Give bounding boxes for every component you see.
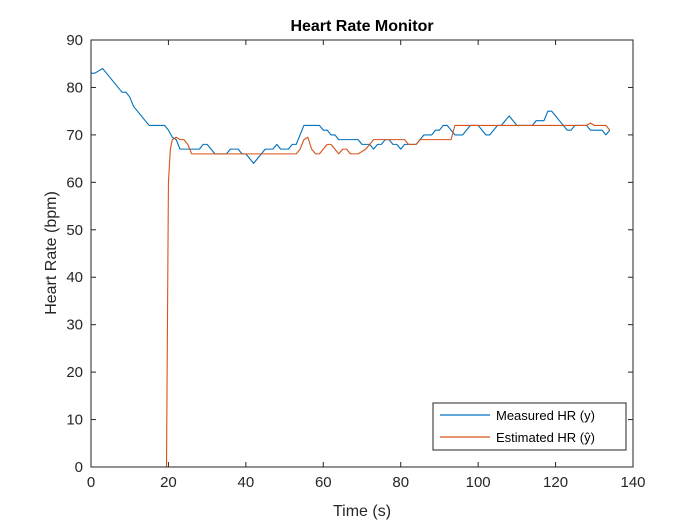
x-tick-label: 20: [160, 474, 177, 491]
y-tick-label: 50: [66, 222, 83, 239]
x-tick-label: 40: [238, 474, 255, 491]
y-tick-label: 60: [66, 174, 83, 191]
x-axis-label: Time (s): [333, 503, 391, 520]
y-tick-label: 30: [66, 317, 83, 334]
y-axis-label: Heart Rate (bpm): [43, 191, 60, 315]
y-tick-label: 40: [66, 269, 83, 286]
chart-title: Heart Rate Monitor: [290, 18, 433, 35]
y-axis: 0 10 20 30 40 50 60 70 80 90: [66, 32, 633, 476]
legend-label-measured: Measured HR (y): [496, 408, 595, 423]
series-line-estimated: [91, 122, 611, 468]
x-axis: 0 20 40 60 80 100 120 140: [87, 40, 646, 491]
legend: Measured HR (y) Estimated HR (ŷ): [432, 402, 627, 451]
y-tick-label: 70: [66, 127, 83, 144]
y-tick-label: 10: [66, 412, 83, 429]
y-tick-label: 80: [66, 79, 83, 96]
series-layer: [91, 67, 611, 468]
x-tick-label: 80: [392, 474, 409, 491]
x-tick-label: 120: [543, 474, 568, 491]
plot-area: [91, 40, 633, 467]
y-tick-label: 90: [66, 32, 83, 49]
x-tick-label: 60: [315, 474, 332, 491]
y-tick-label: 20: [66, 364, 83, 381]
axes-box: [90, 39, 634, 468]
x-tick-label: 140: [620, 474, 645, 491]
x-tick-label: 100: [466, 474, 491, 491]
y-tick-label: 0: [75, 459, 83, 476]
x-tick-label: 0: [87, 474, 95, 491]
legend-box: [432, 402, 627, 451]
legend-label-estimated: Estimated HR (ŷ): [496, 430, 595, 445]
